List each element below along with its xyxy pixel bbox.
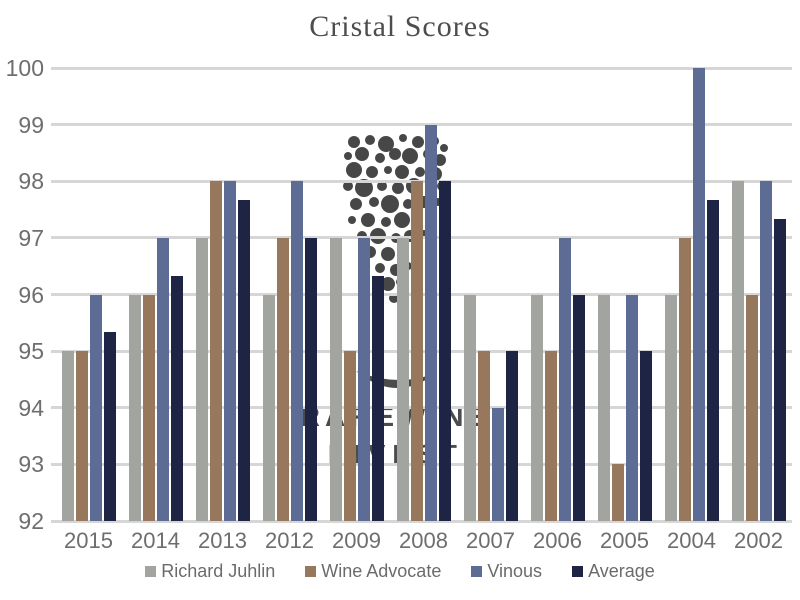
x-axis-label-2015: 2015: [64, 528, 113, 553]
y-axis: 100 99 98 97 96 95 94 93 92: [0, 55, 46, 534]
bar-average-2015: [103, 332, 116, 521]
x-axis-label-2004: 2004: [667, 528, 716, 553]
legend-item-average: Average: [572, 561, 655, 582]
bar-richard-juhlin-2004: [664, 294, 677, 521]
legend-swatch-average: [572, 566, 584, 577]
legend-swatch-vinous: [471, 566, 483, 577]
bar-average-2012: [304, 237, 317, 521]
x-axis-label-2013: 2013: [198, 528, 247, 553]
bar-vinous-2002: [759, 181, 772, 521]
y-axis-tick-label-94: 94: [18, 394, 44, 421]
bar-vinous-2008: [424, 124, 437, 521]
bar-group-2005: [591, 68, 658, 521]
bar-vinous-2014: [156, 237, 169, 521]
bar-group-2002: [725, 68, 792, 521]
bar-average-2007: [505, 351, 518, 521]
legend-item-wine-advocate: Wine Advocate: [305, 561, 441, 582]
y-axis-tick-label-98: 98: [18, 168, 44, 195]
bar-vinous-2009: [357, 237, 370, 521]
bar-wine-advocate-2013: [209, 181, 222, 521]
bar-vinous-2006: [558, 237, 571, 521]
chart-title: Cristal Scores: [309, 10, 491, 43]
bar-richard-juhlin-2015: [61, 351, 74, 521]
bar-richard-juhlin-2002: [731, 181, 744, 521]
x-axis-label-2006: 2006: [533, 528, 582, 553]
y-axis-tick-label-92: 92: [18, 508, 44, 534]
bar-group-2004: [658, 68, 725, 521]
y-axis-tick-label-100: 100: [5, 55, 44, 81]
bar-vinous-2015: [89, 294, 102, 521]
bar-average-2006: [572, 294, 585, 521]
x-axis-label-2007: 2007: [466, 528, 515, 553]
bar-richard-juhlin-2008: [396, 237, 409, 521]
bar-wine-advocate-2002: [745, 294, 758, 521]
legend-item-richard-juhlin: Richard Juhlin: [145, 561, 275, 582]
x-axis: 2015 2014 2013 2012 2009 2008 2007 2006 2005 2004…: [55, 528, 792, 554]
bar-wine-advocate-2009: [343, 351, 356, 521]
x-axis-label-2012: 2012: [265, 528, 314, 553]
bar-wine-advocate-2014: [142, 294, 155, 521]
gridline-100: [51, 66, 792, 70]
legend-label-wine-advocate: Wine Advocate: [321, 561, 442, 581]
y-axis-tick-label-97: 97: [18, 224, 44, 251]
bar-richard-juhlin-2005: [597, 294, 610, 521]
x-axis-label-2008: 2008: [399, 528, 448, 553]
bar-average-2013: [237, 199, 250, 521]
legend: Richard Juhlin Wine Advocate Vinous Average: [0, 561, 800, 582]
gridline-99: [51, 123, 792, 127]
legend-item-vinous: Vinous: [471, 561, 542, 582]
bar-group-2006: [524, 68, 591, 521]
bar-richard-juhlin-2012: [262, 294, 275, 521]
y-axis-tick-label-93: 93: [18, 451, 44, 478]
bar-wine-advocate-2007: [477, 351, 490, 521]
x-axis-label-2005: 2005: [600, 528, 649, 553]
x-axis-label-2009: 2009: [332, 528, 381, 553]
bar-richard-juhlin-2013: [195, 237, 208, 521]
bar-group-2008: [390, 68, 457, 521]
bar-vinous-2013: [223, 181, 236, 521]
bar-group-2013: [189, 68, 256, 521]
y-axis-tick-label-99: 99: [18, 111, 44, 138]
bar-wine-advocate-2015: [75, 351, 88, 521]
legend-label-average: Average: [588, 561, 655, 581]
bar-wine-advocate-2005: [611, 464, 624, 521]
bar-richard-juhlin-2007: [463, 294, 476, 521]
bar-richard-juhlin-2006: [530, 294, 543, 521]
bar-group-2012: [256, 68, 323, 521]
bar-average-2008: [438, 181, 451, 521]
legend-label-richard-juhlin: Richard Juhlin: [161, 561, 276, 581]
bar-wine-advocate-2004: [678, 237, 691, 521]
bar-group-2014: [122, 68, 189, 521]
bar-average-2014: [170, 275, 183, 521]
bar-wine-advocate-2008: [410, 181, 423, 521]
bar-richard-juhlin-2014: [128, 294, 141, 521]
bar-group-2015: [55, 68, 122, 521]
bar-vinous-2005: [625, 294, 638, 521]
bar-average-2002: [773, 219, 786, 521]
legend-label-vinous: Vinous: [487, 561, 543, 581]
bar-vinous-2007: [491, 407, 504, 521]
y-axis-tick-label-96: 96: [18, 281, 44, 308]
plot-area: [51, 66, 792, 523]
bar-vinous-2004: [692, 68, 705, 521]
bar-wine-advocate-2006: [544, 351, 557, 521]
bar-average-2009: [371, 275, 384, 521]
legend-swatch-wine-advocate: [305, 566, 317, 577]
bar-vinous-2012: [290, 181, 303, 521]
bar-richard-juhlin-2009: [329, 237, 342, 521]
legend-swatch-richard-juhlin: [145, 566, 157, 577]
x-axis-label-2014: 2014: [131, 528, 180, 553]
bar-wine-advocate-2012: [276, 237, 289, 521]
bar-average-2005: [639, 351, 652, 521]
bar-group-2009: [323, 68, 390, 521]
bar-average-2004: [706, 199, 719, 521]
y-axis-tick-label-95: 95: [18, 338, 44, 365]
gridline-92: [51, 519, 792, 523]
bar-group-2007: [457, 68, 524, 521]
x-axis-label-2002: 2002: [734, 528, 783, 553]
